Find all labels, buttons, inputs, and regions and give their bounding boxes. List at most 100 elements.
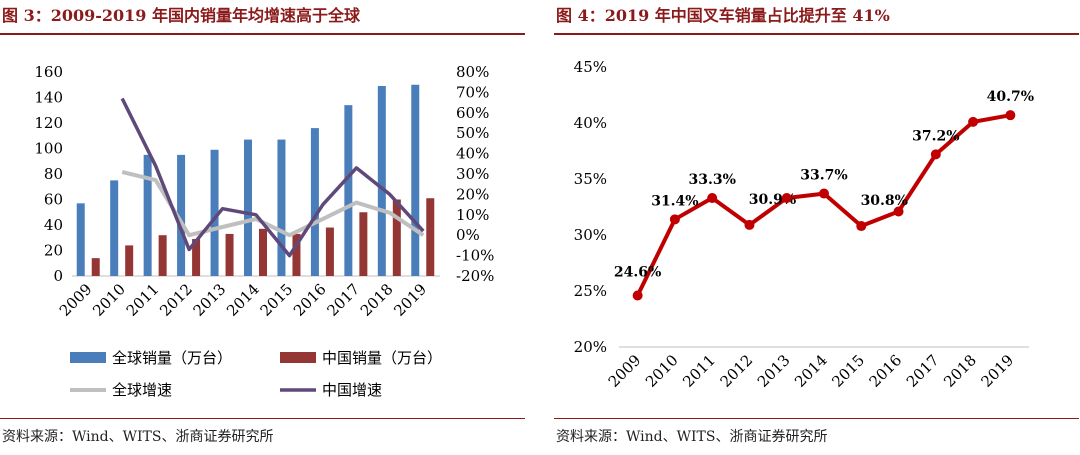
x-axis-tick-label: 2014 [223,280,263,320]
x-axis-tick-label: 2012 [717,351,757,391]
bar-global-sales [277,139,286,276]
y-axis-tick-label: 45% [574,58,607,76]
left-axis-tick-label: 80 [44,165,63,183]
right-axis-tick-label: 30% [456,165,489,183]
right-axis-tick-label: -20% [456,267,494,285]
data-label: 40.7% [987,89,1034,105]
data-label: 33.3% [688,172,735,188]
right-axis-tick-label: 60% [456,104,489,122]
x-axis-tick-label: 2019 [390,280,430,320]
bar-global-sales [310,128,319,276]
legend-label-china-growth: 中国增速 [322,381,382,399]
data-point-marker [893,206,904,217]
right-axis-tick-label: 10% [456,206,489,224]
bar-china-sales [392,199,401,276]
data-point-marker [781,193,792,204]
x-axis-tick-label: 2013 [190,280,230,320]
bar-china-sales [91,258,100,276]
right-title-rule [554,33,1079,35]
legend-label-global-sales: 全球销量（万台） [112,349,232,367]
legend-label-china-sales: 中国销量（万台） [322,349,442,367]
x-axis-tick-label: 2017 [903,351,943,391]
x-axis-tick-label: 2015 [828,351,868,391]
x-axis-tick-label: 2018 [940,351,980,391]
right-source-rule [554,418,1079,419]
left-source-note: 资料来源：Wind、WITS、浙商证券研究所 [2,429,274,445]
x-axis-tick-label: 2010 [89,280,129,320]
left-title-rule [0,33,525,35]
left-combo-chart: 0 20 40 60 80 100 120 140 160 -20% -10% 0% 10% 20% 30%… [34,63,494,399]
line-china-growth [120,97,425,258]
left-axis-tick-label: 120 [34,114,63,132]
x-axis-tick-label: 2013 [754,351,794,391]
x-axis-tick-label: 2017 [323,280,363,320]
data-point-marker [1005,110,1016,121]
left-source-rule [0,418,525,419]
data-point-marker [968,116,979,127]
right-axis-tick-label: 70% [456,83,489,101]
bar-global-sales [244,139,252,276]
bar-global-sales [177,154,186,276]
legend-label-global-growth: 全球增速 [112,381,172,399]
data-point-marker [707,193,718,204]
data-label: 24.6% [614,264,661,280]
data-point-marker [669,214,680,225]
data-point-marker [632,290,643,301]
bar-global-sales [110,180,119,276]
right-axis-tick-label: -10% [456,247,494,265]
bar-china-sales [426,198,435,276]
x-axis-tick-label: 2009 [605,351,645,391]
data-label: 37.2% [912,128,959,144]
left-axis-tick-label: 0 [53,267,63,285]
bar-global-sales [210,149,219,276]
y-axis-tick-label: 25% [574,282,607,300]
right-figure-panel: 图 4：2019 年中国叉车销量占比提升至 41% 20% 25% 30% 35% 40… [554,0,1079,455]
bar-global-sales [344,105,353,277]
bar-china-sales [158,235,167,276]
x-axis-tick-label: 2011 [679,351,719,391]
legend-swatch-global-sales [70,352,106,363]
left-axis-tick-label: 140 [34,89,63,107]
x-axis-tick-label: 2012 [156,280,196,320]
right-axis-tick-label: 50% [456,124,489,142]
data-label: 31.4% [651,193,698,209]
legend-swatch-china-sales [280,352,316,363]
y-axis-tick-label: 40% [574,114,607,132]
right-axis-tick-label: 80% [456,63,489,81]
data-label: 33.7% [800,168,847,184]
x-axis-tick-label: 2019 [977,351,1017,391]
left-axis-tick-label: 60 [44,191,63,209]
left-figure-panel: 图 3：2009-2019 年国内销量年均增速高于全球 0 20 40 60 80 100… [0,0,525,455]
right-source-note: 资料来源：Wind、WITS、浙商证券研究所 [556,429,828,445]
data-point-marker [819,188,829,199]
x-axis-tick-label: 2011 [123,280,163,320]
y-axis-tick-label: 35% [574,170,607,188]
bar-china-sales [325,227,334,276]
x-axis-tick-label: 2016 [866,351,906,391]
bar-global-sales [143,154,152,276]
data-point-marker [856,221,867,232]
left-axis-tick-label: 160 [34,63,63,81]
bar-china-sales [292,233,301,276]
bar-china-sales [359,212,368,276]
data-label: 30.8% [861,193,908,209]
x-axis-tick-label: 2014 [791,351,831,391]
left-axis-tick-label: 100 [34,140,63,158]
data-point-marker [744,219,755,230]
y-axis-tick-label: 30% [574,226,607,244]
bar-china-sales [125,245,134,276]
right-share-line-chart: 20% 25% 30% 35% 40% 45% 24.6% 2009 31.4% 2010 33.3… [574,58,1034,391]
data-point-marker [930,149,941,160]
bar-china-sales [225,233,234,276]
bar-china-sales [192,239,201,276]
x-axis-tick-label: 2018 [357,280,397,320]
x-axis-tick-label: 2015 [257,280,297,320]
x-axis-tick-label: 2016 [290,280,330,320]
right-axis-tick-label: 40% [456,145,489,163]
bar-china-sales [259,228,267,276]
right-axis-tick-label: 20% [456,185,489,203]
x-axis-tick-label: 2010 [642,351,682,391]
left-axis-tick-label: 40 [44,216,63,234]
bar-global-sales [377,86,386,277]
right-figure-title: 图 4：2019 年中国叉车销量占比提升至 41% [556,6,890,25]
